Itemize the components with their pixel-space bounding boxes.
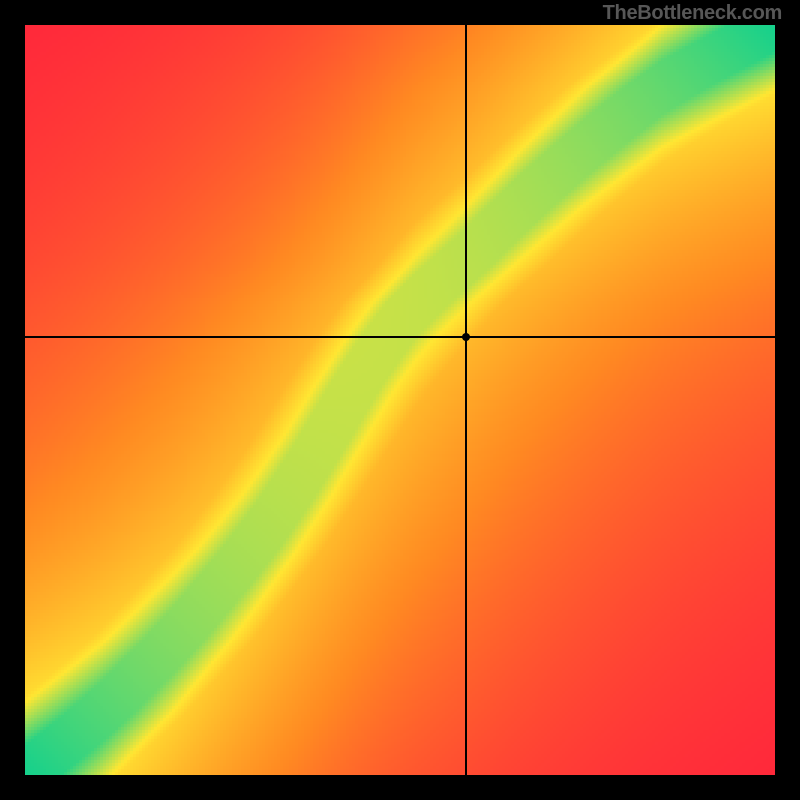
attribution-text: TheBottleneck.com: [603, 2, 782, 25]
figure-container: { "attribution": "TheBottleneck.com", "f…: [0, 0, 800, 800]
crosshair-horizontal: [25, 336, 775, 338]
bottleneck-heatmap: [25, 25, 775, 775]
crosshair-vertical: [465, 25, 467, 775]
crosshair-marker: [462, 333, 470, 341]
